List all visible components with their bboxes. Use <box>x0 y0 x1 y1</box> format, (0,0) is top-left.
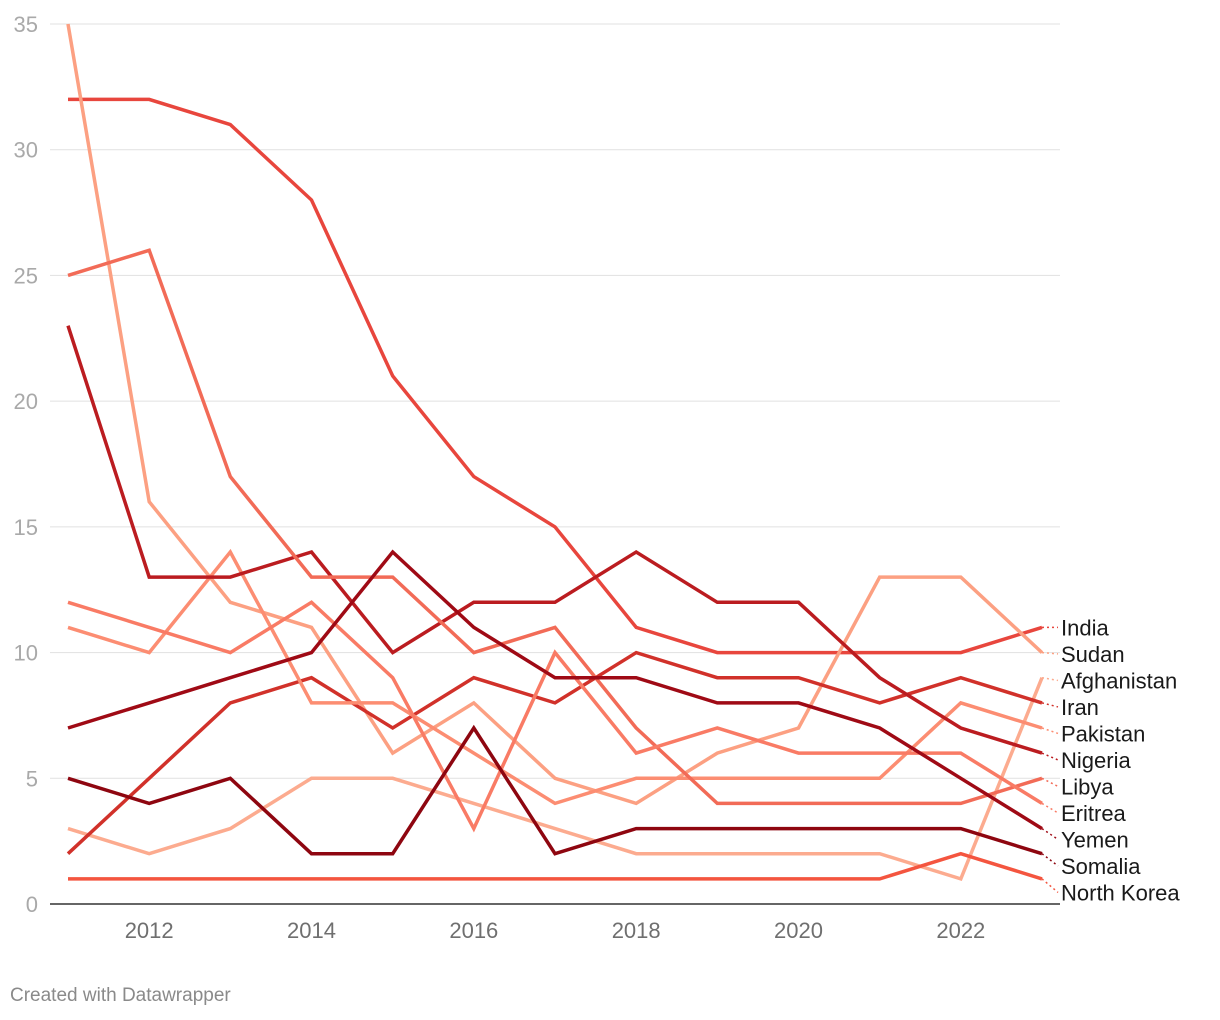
y-tick-label: 30 <box>14 138 38 163</box>
label-connector <box>1041 827 1059 841</box>
y-tick-label: 25 <box>14 263 38 288</box>
series-line-afghanistan <box>67 677 1044 882</box>
x-tick-label: 2022 <box>936 918 985 943</box>
series-label-india: India <box>1061 615 1109 640</box>
series-line-yemen <box>67 549 1043 831</box>
series-line-india <box>68 97 1043 655</box>
label-connector <box>1041 727 1059 735</box>
series-line-somalia <box>67 724 1043 856</box>
series-label-pakistan: Pakistan <box>1061 721 1145 746</box>
datawrapper-credit: Created with Datawrapper <box>10 985 231 1006</box>
x-tick-label: 2014 <box>287 918 336 943</box>
label-connector <box>1041 777 1059 788</box>
y-tick-label: 0 <box>26 892 38 917</box>
series-label-sudan: Sudan <box>1061 642 1125 667</box>
x-tick-label: 2018 <box>612 918 661 943</box>
series-line-iran <box>66 650 1043 855</box>
label-connector <box>1041 878 1059 894</box>
y-tick-label: 20 <box>14 389 38 414</box>
y-tick-label: 10 <box>14 641 38 666</box>
axis-layer: 0 5 10 15 20 25 30 35 2012 2014 2016 2018 2020 2022 <box>14 12 986 943</box>
series-label-iran: Iran <box>1061 695 1099 720</box>
lines-layer <box>66 23 1044 882</box>
series-label-afghanistan: Afghanistan <box>1061 668 1177 693</box>
x-tick-label: 2020 <box>774 918 823 943</box>
series-label-eritrea: Eritrea <box>1061 801 1127 826</box>
series-label-somalia: Somalia <box>1061 854 1141 879</box>
label-connector <box>1041 752 1059 761</box>
label-connector <box>1041 676 1059 682</box>
series-line-north-korea <box>68 851 1043 881</box>
grid-layer <box>50 23 1060 905</box>
series-label-libya: Libya <box>1061 774 1114 799</box>
label-connector <box>1041 802 1059 814</box>
series-label-nigeria: Nigeria <box>1061 748 1131 773</box>
series-label-north-korea: North Korea <box>1061 880 1180 905</box>
y-tick-label: 15 <box>14 515 38 540</box>
labels-layer: IndiaSudanAfghanistanIranPakistanNigeria… <box>1041 615 1180 905</box>
series-line-nigeria <box>66 325 1043 755</box>
series-line-pakistan <box>67 548 1043 806</box>
series-line-libya <box>67 248 1043 806</box>
x-tick-label: 2012 <box>125 918 174 943</box>
y-tick-label: 35 <box>14 12 38 37</box>
label-connector <box>1041 702 1059 708</box>
y-tick-label: 5 <box>26 766 38 791</box>
x-tick-label: 2016 <box>449 918 498 943</box>
series-label-yemen: Yemen <box>1061 827 1129 852</box>
series-line-sudan <box>66 23 1044 806</box>
label-connector <box>1041 853 1059 867</box>
series-line-eritrea <box>67 600 1043 833</box>
